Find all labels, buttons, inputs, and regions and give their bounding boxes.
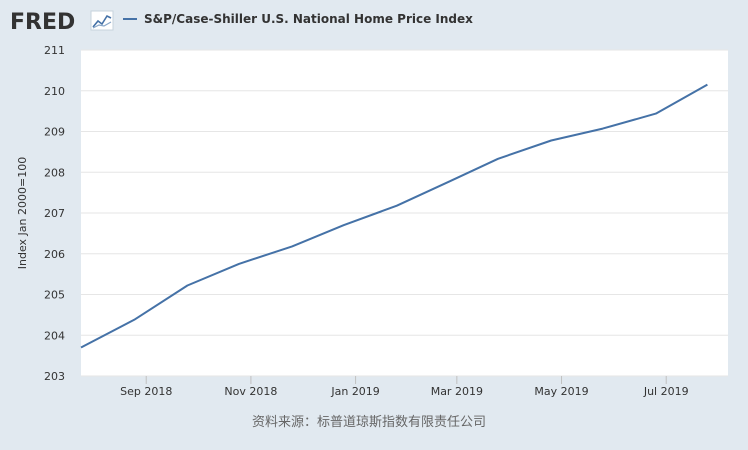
- x-axis: Sep 2018 Nov 2018 Jan 2019 Mar 2019 May 2019…: [120, 376, 689, 398]
- y-tick-label: 209: [44, 126, 65, 139]
- y-tick-label: 208: [44, 166, 65, 179]
- y-tick-label: 207: [44, 207, 65, 220]
- data-point[interactable]: [394, 203, 400, 209]
- data-point[interactable]: [184, 283, 190, 289]
- x-tick-label: Jul 2019: [643, 385, 689, 398]
- data-point[interactable]: [495, 156, 501, 162]
- series-layer: [78, 82, 710, 350]
- y-tick-label: 210: [44, 85, 65, 98]
- fred-graph-icon: [90, 10, 114, 31]
- y-tick-label: 203: [44, 370, 65, 383]
- x-tick-label: Mar 2019: [431, 385, 483, 398]
- x-tick-label: Jan 2019: [330, 385, 379, 398]
- data-point[interactable]: [131, 317, 137, 323]
- y-tick-label: 211: [44, 44, 65, 57]
- data-point[interactable]: [447, 178, 453, 184]
- data-point[interactable]: [236, 261, 242, 267]
- data-point[interactable]: [704, 82, 710, 88]
- y-tick-label: 206: [44, 248, 65, 261]
- source-note: 资料来源：标普道琼斯指数有限责任公司: [252, 415, 486, 430]
- data-point[interactable]: [341, 222, 347, 228]
- y-axis: 203 204 205 206 207 208 209 210 211: [44, 44, 65, 383]
- x-tick-label: May 2019: [534, 385, 588, 398]
- x-tick-label: Sep 2018: [120, 385, 172, 398]
- data-point[interactable]: [653, 111, 659, 117]
- y-axis-title: Index Jan 2000=100: [16, 157, 29, 269]
- x-tick-label: Nov 2018: [224, 385, 277, 398]
- y-tick-label: 204: [44, 329, 65, 342]
- grid-lines: [81, 49, 728, 377]
- data-point[interactable]: [600, 126, 606, 132]
- data-point[interactable]: [78, 344, 84, 350]
- data-point[interactable]: [548, 137, 554, 143]
- y-tick-label: 205: [44, 289, 65, 302]
- fred-logo: FRED: [10, 10, 75, 35]
- legend-label[interactable]: S&P/Case-Shiller U.S. National Home Pric…: [144, 12, 473, 26]
- data-point[interactable]: [289, 243, 295, 249]
- series-line[interactable]: [80, 83, 708, 349]
